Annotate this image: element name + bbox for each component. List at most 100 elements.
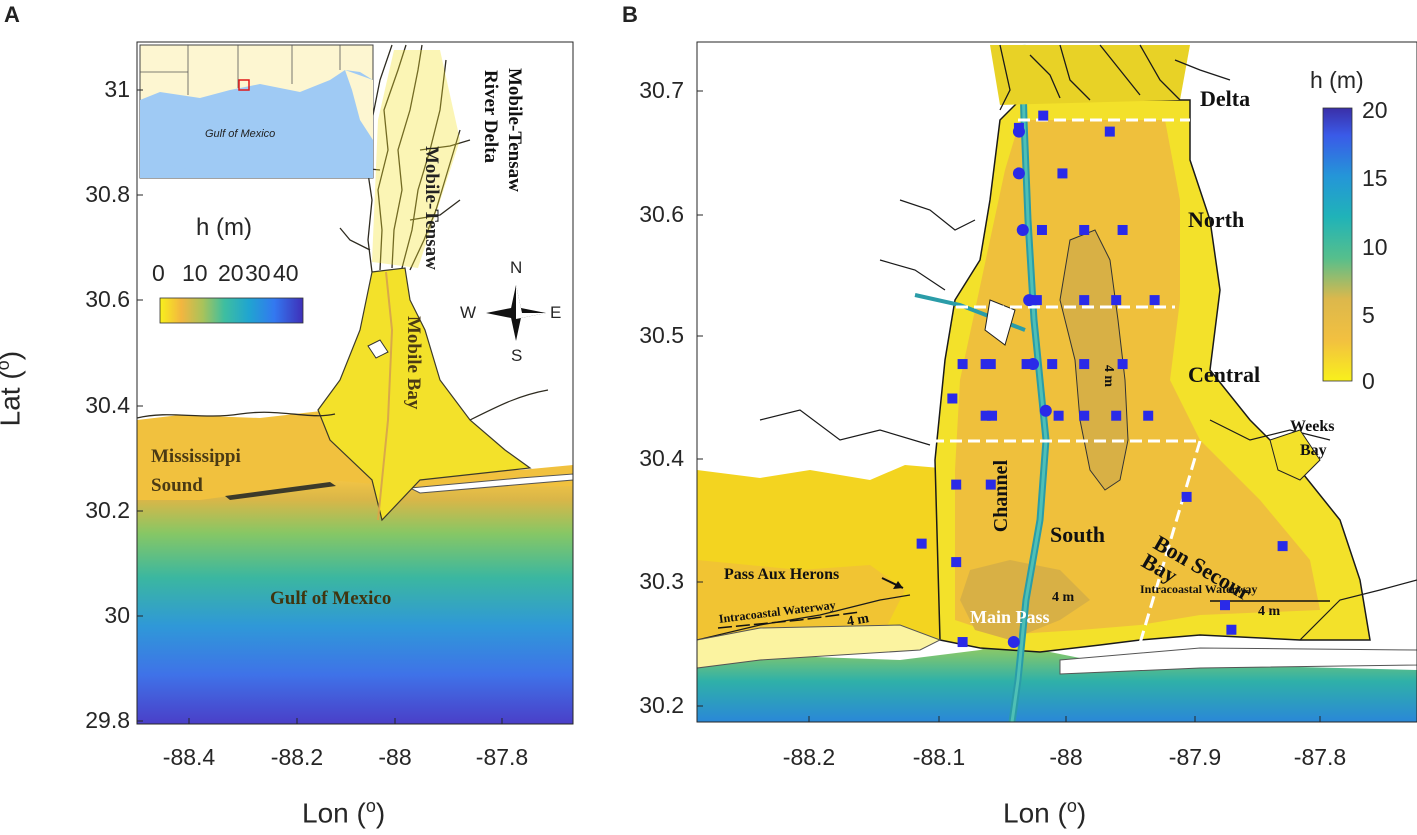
a-ytick: 29.8 — [85, 707, 130, 733]
b-ytick: 30.2 — [639, 692, 684, 718]
delta-label-line2: River Delta — [480, 70, 501, 164]
b-xtick: -87.8 — [1293, 744, 1347, 770]
station-square — [985, 479, 996, 490]
region-central: Central — [1188, 362, 1261, 387]
b-colorbar-tick: 15 — [1362, 165, 1388, 191]
station-square — [1079, 224, 1090, 235]
station-square — [985, 359, 996, 370]
pass-aux-herons-label: Pass Aux Herons — [724, 566, 840, 583]
a-ytick: 30.6 — [85, 286, 130, 312]
depth-4m-label: 4 m — [1101, 364, 1117, 388]
station-square — [1117, 224, 1128, 235]
weeks-bay-1: Weeks — [1290, 418, 1335, 435]
station-square — [1277, 541, 1288, 552]
inset-gulf-label: Gulf of Mexico — [205, 128, 276, 140]
b-colorbar-tick: 10 — [1362, 234, 1388, 260]
station-square — [1220, 600, 1230, 611]
station-square — [1104, 126, 1115, 137]
ms-sound-label-line1: Mississippi — [151, 446, 241, 467]
b-xtick: -88 — [1049, 744, 1083, 770]
station-square — [980, 410, 991, 421]
station-square — [1111, 295, 1122, 306]
panel-b-letter: B — [622, 2, 638, 27]
station-circle — [1012, 167, 1025, 180]
b-ytick: 30.3 — [639, 568, 684, 594]
station-square — [980, 359, 991, 370]
a-xtick: -88 — [378, 744, 412, 770]
b-colorbar-tick: 5 — [1362, 302, 1375, 328]
a-colorbar-title: h (m) — [196, 214, 252, 241]
mobile-bay-label: Mobile Bay — [403, 316, 424, 410]
a-ytick: 30 — [104, 602, 130, 628]
iww-right-label: Intracoastal Waterway — [1140, 582, 1258, 596]
station-square — [1149, 295, 1160, 306]
a-ytick: 30.4 — [85, 392, 130, 418]
b-colorbar-tick: 20 — [1362, 97, 1388, 123]
station-square — [957, 637, 968, 648]
region-channel: Channel — [990, 460, 1012, 533]
station-square — [957, 359, 968, 370]
station-square — [1021, 359, 1032, 370]
station-square — [947, 393, 958, 404]
station-square — [1038, 110, 1049, 121]
depth-4m-label: 4 m — [1052, 590, 1075, 605]
compass-e: E — [550, 303, 562, 322]
b-colorbar-tick: 0 — [1362, 368, 1375, 394]
a-xtick: -88.2 — [270, 744, 324, 770]
a-colorbar-tick: 10 — [182, 260, 208, 286]
a-y-axis-label: Lat (o) — [0, 351, 26, 427]
a-xtick: -87.8 — [475, 744, 529, 770]
station-circle — [1027, 358, 1039, 371]
ms-sound-label-line2: Sound — [151, 475, 203, 496]
delta-label-line1-v: Mobile-Tensaw — [504, 68, 525, 192]
compass-s: S — [511, 346, 523, 365]
a-colorbar-tick: 30 — [245, 260, 271, 286]
station-circle — [1016, 223, 1029, 236]
b-colorbar-title: h (m) — [1310, 67, 1364, 93]
station-square — [916, 538, 927, 549]
a-colorbar-tick: 0 — [152, 260, 165, 286]
station-square — [1057, 168, 1068, 179]
a-x-axis-label: Lon (o) — [302, 796, 386, 829]
a-ytick: 30.2 — [85, 497, 130, 523]
b-ytick: 30.4 — [639, 445, 684, 471]
main-pass-label: Main Pass — [970, 607, 1050, 627]
station-square — [951, 479, 962, 490]
station-square — [1143, 410, 1154, 421]
station-square — [1079, 295, 1090, 306]
b-xtick: -87.9 — [1168, 744, 1222, 770]
station-square — [1111, 410, 1122, 421]
station-square — [951, 557, 962, 568]
a-ytick: 30.8 — [85, 181, 130, 207]
region-north: North — [1188, 207, 1245, 232]
station-circle — [1012, 125, 1025, 138]
station-markers — [916, 110, 1288, 649]
station-circle — [1023, 294, 1036, 307]
weeks-bay-2: Bay — [1300, 442, 1327, 459]
station-square — [1036, 224, 1047, 235]
station-square — [1117, 359, 1128, 370]
b-xtick: -88.1 — [912, 744, 966, 770]
b-ytick: 30.6 — [639, 201, 684, 227]
compass-n: N — [510, 258, 523, 277]
station-square — [987, 410, 998, 421]
a-colorbar-tick: 40 — [273, 260, 299, 286]
compass-w: W — [460, 303, 477, 322]
b-x-axis-label: Lon (o) — [1003, 796, 1087, 829]
station-square — [1053, 410, 1064, 421]
station-square — [1079, 359, 1090, 370]
b-ytick: 30.7 — [639, 77, 684, 103]
station-circle — [1007, 636, 1020, 649]
station-square — [1226, 624, 1237, 635]
station-square — [1047, 359, 1058, 370]
a-ytick: 31 — [104, 76, 130, 102]
station-square — [1181, 491, 1192, 502]
station-square — [1079, 410, 1090, 421]
station-square — [1031, 295, 1042, 306]
panel-a-letter: A — [4, 2, 20, 27]
station-circle — [1039, 404, 1052, 417]
b-ytick: 30.5 — [639, 322, 684, 348]
region-south: South — [1050, 522, 1106, 547]
b-xtick: -88.2 — [782, 744, 836, 770]
